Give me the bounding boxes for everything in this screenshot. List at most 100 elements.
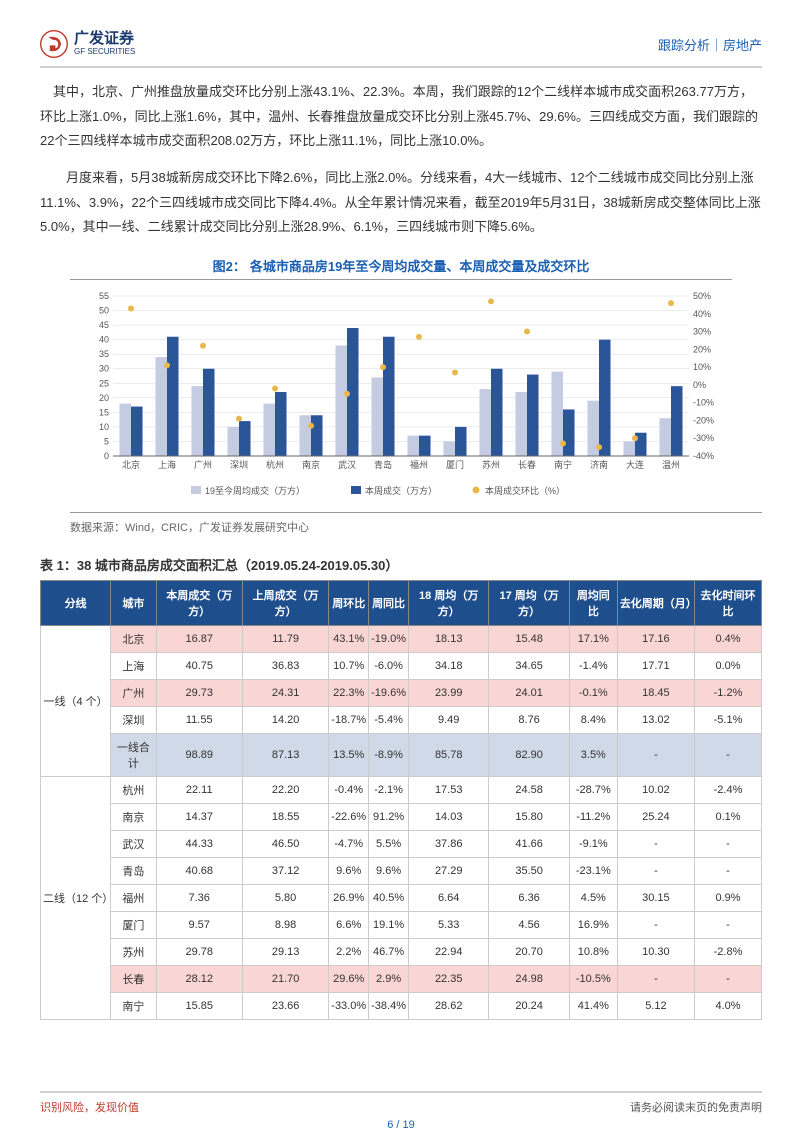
svg-text:19至今周均成交（万方）: 19至今周均成交（万方） xyxy=(205,485,305,496)
table-cell: -38.4% xyxy=(369,993,409,1020)
svg-text:30%: 30% xyxy=(693,327,711,337)
svg-text:青岛: 青岛 xyxy=(374,459,392,470)
table-cell: 10.7% xyxy=(329,653,369,680)
table-cell: -10.5% xyxy=(569,966,617,993)
table-cell: 2.2% xyxy=(329,939,369,966)
table-cell: - xyxy=(695,858,762,885)
table-cell: 29.73 xyxy=(156,680,242,707)
svg-text:上海: 上海 xyxy=(158,459,176,470)
table-cell: -22.6% xyxy=(329,804,369,831)
table-cell: 4.0% xyxy=(695,993,762,1020)
table-cell: 41.66 xyxy=(489,831,569,858)
svg-text:20%: 20% xyxy=(693,344,711,354)
table-cell: 11.79 xyxy=(242,626,328,653)
table-cell: 24.31 xyxy=(242,680,328,707)
table-cell: 9.49 xyxy=(409,707,489,734)
table-cell: -9.1% xyxy=(569,831,617,858)
svg-text:长春: 长春 xyxy=(518,459,536,470)
table-cell: 23.66 xyxy=(242,993,328,1020)
paragraph-1: 其中，北京、广州推盘放量成交环比分别上涨43.1%、22.3%。本周，我们跟踪的… xyxy=(40,80,762,154)
table-cell: 0.9% xyxy=(695,885,762,912)
table-cell: 17.53 xyxy=(409,777,489,804)
table-cell: 5.5% xyxy=(369,831,409,858)
table-cell: 28.12 xyxy=(156,966,242,993)
group-cell: 二线（12 个） xyxy=(41,777,111,1020)
logo-text-en: GF SECURITIES xyxy=(74,48,135,57)
table-cell: 43.1% xyxy=(329,626,369,653)
svg-text:5: 5 xyxy=(104,437,109,447)
table-cell: -8.9% xyxy=(369,734,409,777)
svg-text:0: 0 xyxy=(104,451,109,461)
table-cell: -5.1% xyxy=(695,707,762,734)
table-cell: 0.1% xyxy=(695,804,762,831)
table-header: 17 周均（万方） xyxy=(489,581,569,626)
table-cell: 武汉 xyxy=(111,831,156,858)
table-cell: -33.0% xyxy=(329,993,369,1020)
svg-text:福州: 福州 xyxy=(410,459,428,470)
svg-text:深圳: 深圳 xyxy=(230,460,248,470)
header-category: 跟踪分析｜房地产 xyxy=(658,35,762,54)
table-cell: 14.20 xyxy=(242,707,328,734)
svg-text:50%: 50% xyxy=(693,291,711,301)
svg-text:温州: 温州 xyxy=(662,460,680,470)
svg-text:50: 50 xyxy=(99,306,109,316)
svg-text:45: 45 xyxy=(99,320,109,330)
table-cell: 10.30 xyxy=(617,939,694,966)
table-cell: 一线合计 xyxy=(111,734,156,777)
svg-text:本周成交（万方）: 本周成交（万方） xyxy=(365,485,437,496)
table-row: 青岛40.6837.129.6%9.6%27.2935.50-23.1%-- xyxy=(41,858,762,885)
svg-text:-40%: -40% xyxy=(693,451,714,461)
table-cell: 40.75 xyxy=(156,653,242,680)
table-cell: 24.58 xyxy=(489,777,569,804)
table-cell: -0.1% xyxy=(569,680,617,707)
table-cell: 20.24 xyxy=(489,993,569,1020)
table-cell: 22.11 xyxy=(156,777,242,804)
table-cell: 4.56 xyxy=(489,912,569,939)
table-row: 深圳11.5514.20-18.7%-5.4%9.498.768.4%13.02… xyxy=(41,707,762,734)
table-header: 周同比 xyxy=(369,581,409,626)
svg-text:广州: 广州 xyxy=(194,459,212,470)
paragraph-2: 月度来看，5月38城新房成交环比下降2.6%，同比上涨2.0%。分线来看，4大一… xyxy=(40,166,762,240)
chart-figure: 0510152025303540455055-40%-30%-20%-10%0%… xyxy=(70,288,732,508)
table-cell: - xyxy=(695,734,762,777)
table-row: 长春28.1221.7029.6%2.9%22.3524.98-10.5%-- xyxy=(41,966,762,993)
svg-text:-20%: -20% xyxy=(693,416,714,426)
table-cell: 长春 xyxy=(111,966,156,993)
table-cell: 10.8% xyxy=(569,939,617,966)
table-cell: 15.48 xyxy=(489,626,569,653)
table-cell: 深圳 xyxy=(111,707,156,734)
table-cell: 9.57 xyxy=(156,912,242,939)
svg-text:10%: 10% xyxy=(693,362,711,372)
table-cell: -28.7% xyxy=(569,777,617,804)
table-row: 南京14.3718.55-22.6%91.2%14.0315.80-11.2%2… xyxy=(41,804,762,831)
table-header: 分线 xyxy=(41,581,111,626)
table-cell: 22.20 xyxy=(242,777,328,804)
svg-text:10: 10 xyxy=(99,422,109,432)
table-cell: 9.6% xyxy=(369,858,409,885)
table-cell: 6.6% xyxy=(329,912,369,939)
table-cell: 上海 xyxy=(111,653,156,680)
table-cell: 青岛 xyxy=(111,858,156,885)
table-cell: 13.5% xyxy=(329,734,369,777)
table-cell: 5.80 xyxy=(242,885,328,912)
table-cell: 41.4% xyxy=(569,993,617,1020)
table-cell: - xyxy=(617,858,694,885)
table-cell: 36.83 xyxy=(242,653,328,680)
table-cell: 14.03 xyxy=(409,804,489,831)
table-cell: 8.4% xyxy=(569,707,617,734)
table-header: 去化时间环比 xyxy=(695,581,762,626)
table-cell: 10.02 xyxy=(617,777,694,804)
table-cell: -19.6% xyxy=(369,680,409,707)
table-cell: - xyxy=(617,831,694,858)
chart-source: 数据来源：Wind，CRIC，广发证券发展研究中心 xyxy=(70,512,762,535)
table-cell: 福州 xyxy=(111,885,156,912)
table-row: 武汉44.3346.50-4.7%5.5%37.8641.66-9.1%-- xyxy=(41,831,762,858)
table-cell: 18.45 xyxy=(617,680,694,707)
table-cell: 28.62 xyxy=(409,993,489,1020)
table-header: 周均同比 xyxy=(569,581,617,626)
table-cell: 37.12 xyxy=(242,858,328,885)
table-cell: 87.13 xyxy=(242,734,328,777)
gf-logo-icon xyxy=(40,30,68,58)
table-cell: 杭州 xyxy=(111,777,156,804)
table-cell: 14.37 xyxy=(156,804,242,831)
